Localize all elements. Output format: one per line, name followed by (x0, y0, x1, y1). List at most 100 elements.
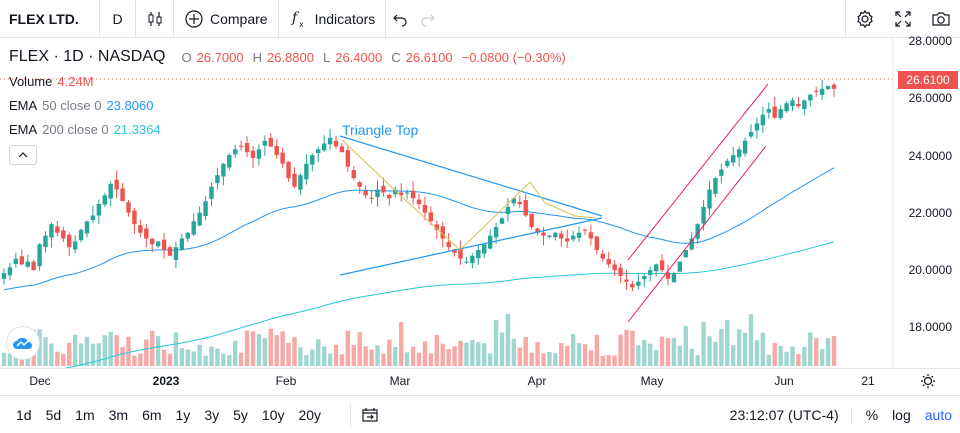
clock-timezone[interactable]: 23:12:07 (UTC-4) (730, 407, 852, 423)
candles-style-button[interactable] (136, 0, 174, 38)
candle-body (547, 235, 552, 237)
candle-body (642, 275, 647, 280)
volume-bar (150, 330, 155, 366)
volume-bar (778, 345, 783, 366)
candle-body (470, 255, 475, 264)
volume-bar (7, 353, 13, 366)
date-range-button[interactable] (350, 402, 379, 427)
plus-circle-icon (185, 9, 203, 28)
legend-ema200-row[interactable]: EMA 200 close 0 21.3364 (9, 117, 570, 141)
time-axis-settings-button[interactable] (920, 373, 936, 394)
candle-body (831, 84, 837, 89)
candles-icon (148, 11, 161, 26)
candle-body (541, 232, 546, 236)
tradingview-logo[interactable] (6, 326, 40, 360)
candle-body (72, 241, 78, 250)
compare-button[interactable]: Compare (174, 0, 279, 38)
range-1y[interactable]: 1y (175, 406, 191, 423)
volume-bar (559, 343, 564, 366)
candle-body (363, 190, 368, 196)
candle-body (535, 228, 540, 233)
range-5d[interactable]: 5d (45, 406, 62, 423)
volume-bar (731, 345, 736, 366)
volume-bar (102, 335, 107, 366)
volume-bar (244, 330, 250, 366)
candle-body (618, 267, 623, 276)
candle-body (517, 202, 522, 204)
legend-collapse-button[interactable] (9, 145, 37, 165)
volume-bar (541, 353, 546, 366)
candle-body (814, 90, 819, 92)
range-3y[interactable]: 3y (204, 406, 220, 423)
volume-bar (790, 346, 795, 366)
candle-body (37, 244, 42, 267)
volume-bar (298, 347, 303, 366)
toolbar-right (845, 0, 960, 38)
range-10y[interactable]: 10y (261, 406, 285, 423)
volume-bar (49, 343, 54, 366)
channel-upper-line[interactable] (627, 83, 769, 261)
range-20y[interactable]: 20y (298, 406, 322, 423)
candle-body (238, 145, 244, 147)
candle-body (636, 281, 641, 286)
range-3m[interactable]: 3m (108, 406, 129, 423)
auto-toggle[interactable]: auto (924, 407, 952, 423)
candle-body (49, 224, 54, 238)
candle-body (256, 149, 262, 159)
range-5y[interactable]: 5y (233, 406, 248, 423)
triangle-top-label[interactable]: Triangle Top (342, 122, 419, 138)
drawings[interactable] (339, 83, 769, 323)
volume-bar (748, 314, 754, 366)
legend-ema50-row[interactable]: EMA 50 close 0 23.8060 (9, 93, 570, 117)
interval-button[interactable]: D (100, 0, 136, 38)
volume-bar (321, 346, 327, 366)
screenshot-button[interactable] (922, 0, 960, 38)
legend-close-key: C (391, 49, 401, 65)
undo-icon (393, 14, 407, 27)
candle-body (671, 273, 677, 283)
price-label: 28.0000 (908, 34, 952, 48)
log-toggle[interactable]: log (892, 407, 911, 423)
candle-body (464, 261, 469, 263)
volume-bar (363, 346, 368, 366)
time-label: Mar (389, 374, 411, 388)
range-6m[interactable]: 6m (142, 406, 162, 423)
candle-body (173, 247, 179, 260)
volume-bar (796, 354, 801, 366)
range-1d[interactable]: 1d (16, 406, 32, 423)
percent-toggle[interactable]: % (865, 407, 879, 423)
triangle-pattern-zigzag[interactable] (341, 139, 597, 251)
settings-button[interactable] (846, 0, 884, 38)
triangle-lower-line[interactable] (339, 217, 603, 276)
triangle-upper-line[interactable] (339, 135, 603, 217)
ema50-param: 50 close 0 (42, 97, 102, 113)
volume-bar (766, 354, 771, 366)
volume-bar (600, 355, 605, 366)
candle-body (452, 249, 457, 253)
candle-body (410, 190, 416, 199)
candle-body (683, 250, 688, 258)
camera-icon (932, 12, 950, 26)
time-label: 21 (861, 374, 875, 388)
price-chart[interactable] (0, 38, 960, 368)
range-1m[interactable]: 1m (75, 406, 95, 423)
redo-button[interactable] (414, 0, 442, 38)
volume-bar (393, 347, 398, 366)
volume-bar (203, 355, 208, 366)
legend-volume-row[interactable]: Volume 4.24M (9, 69, 570, 93)
symbol-search[interactable]: FLEX LTD. (0, 0, 100, 38)
undo-button[interactable] (386, 0, 414, 38)
volume-bar (517, 347, 522, 366)
candle-body (268, 137, 273, 147)
fullscreen-button[interactable] (884, 0, 922, 38)
candle-body (523, 200, 528, 216)
candle-body (96, 204, 102, 216)
legend-high: 26.8800 (267, 49, 314, 65)
channel-lower-line[interactable] (627, 145, 767, 323)
time-axis[interactable]: Dec 2023 Feb Mar Apr May Jun 21 (0, 368, 960, 394)
volume-bar (464, 342, 469, 366)
candle-body (796, 103, 801, 107)
volume-bar (126, 336, 131, 366)
volume-bar (327, 353, 333, 366)
